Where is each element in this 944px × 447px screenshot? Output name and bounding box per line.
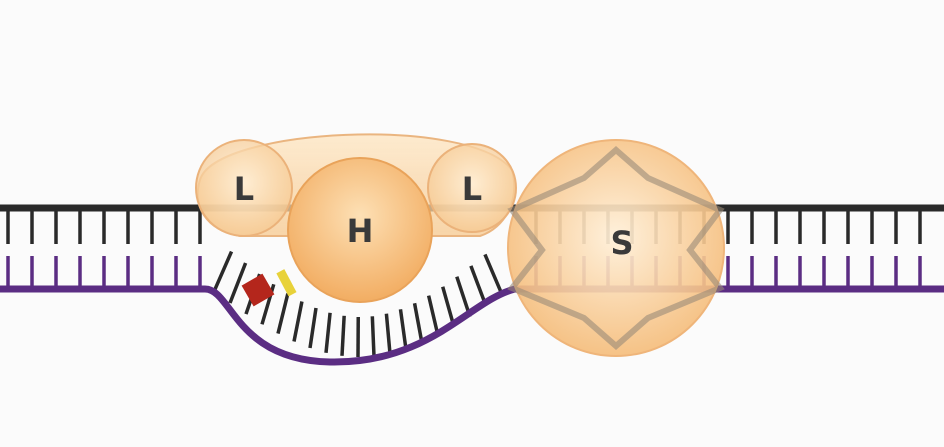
base-pair-bubble <box>429 296 438 336</box>
right-light-label: L <box>462 170 482 208</box>
heavy-label: H <box>347 212 374 250</box>
base-pair-bubble <box>294 301 302 341</box>
base-pair-bubble <box>400 309 406 349</box>
yellow-damage-marker <box>276 269 296 296</box>
side-subunit: S <box>508 140 724 356</box>
side-label: S <box>610 224 633 262</box>
bottom-strand <box>0 289 944 362</box>
left-light-chain: L <box>196 140 292 236</box>
base-pair-bubble <box>278 294 288 334</box>
base-pair-bubble <box>214 252 232 292</box>
base-pair-bubble <box>326 313 330 353</box>
base-pair-bubble <box>485 254 502 294</box>
right-light-chain: L <box>428 144 516 232</box>
base-pair-bubble <box>342 316 344 356</box>
left-light-label: L <box>234 170 254 208</box>
base-pair-bubble <box>230 263 246 303</box>
base-pair-bubble <box>386 314 390 354</box>
base-pair-bubble <box>372 316 374 356</box>
base-pair-bubble <box>415 303 422 343</box>
base-pair-bubble <box>310 308 316 348</box>
heavy-chain: H <box>288 158 432 302</box>
